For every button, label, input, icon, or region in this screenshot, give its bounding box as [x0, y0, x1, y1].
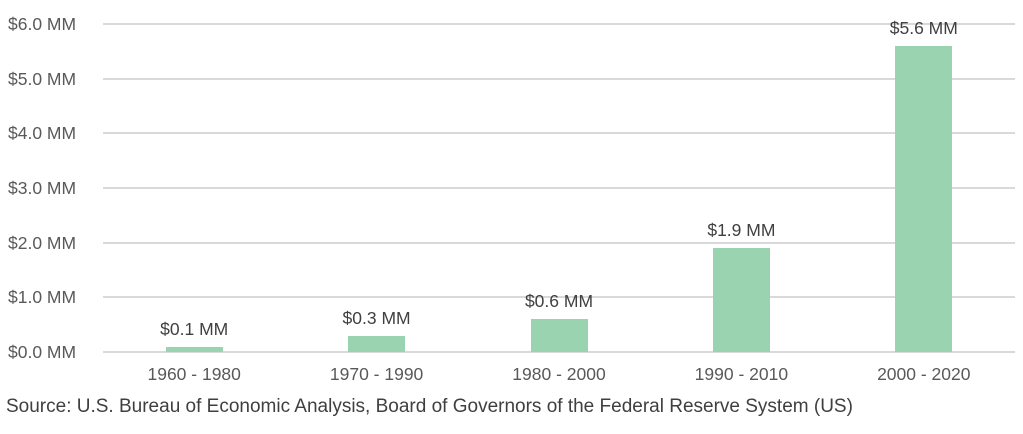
bar [712, 248, 770, 352]
gridline [103, 187, 1015, 189]
bar-value-label: $0.1 MM [160, 318, 229, 339]
y-axis-tick-label: $0.0 MM [8, 342, 77, 362]
y-axis-tick-label: $5.0 MM [8, 68, 77, 89]
bar [348, 335, 406, 352]
x-axis-tick-label: 1980 - 2000 [512, 364, 606, 384]
gridline [103, 351, 1015, 353]
bar-value-label: $0.3 MM [342, 307, 411, 328]
gridline [103, 77, 1015, 80]
gridline [103, 132, 1015, 135]
bar [165, 346, 223, 352]
gridline [103, 241, 1015, 244]
y-axis-tick-label: $3.0 MM [8, 178, 77, 198]
x-axis-tick-label: 1970 - 1990 [329, 364, 424, 384]
y-axis-tick-label: $2.0 MM [8, 232, 77, 253]
gridline [103, 23, 1015, 25]
bar-value-label: $5.6 MM [889, 17, 958, 38]
bar-value-label: $1.9 MM [707, 220, 776, 241]
source-caption: Source: U.S. Bureau of Economic Analysis… [6, 396, 853, 417]
y-axis-tick-label: $4.0 MM [8, 123, 77, 144]
x-axis-tick-label: 1960 - 1980 [147, 364, 241, 384]
gridline [103, 296, 1015, 299]
bar [530, 319, 588, 352]
y-axis-tick-label: $1.0 MM [8, 287, 77, 308]
y-axis-tick-label: $6.0 MM [8, 14, 77, 34]
bar [895, 45, 953, 352]
bar-value-label: $0.6 MM [524, 291, 594, 312]
x-axis-tick-label: 2000 - 2020 [877, 364, 971, 384]
x-axis-tick-label: 1990 - 2010 [694, 364, 789, 384]
